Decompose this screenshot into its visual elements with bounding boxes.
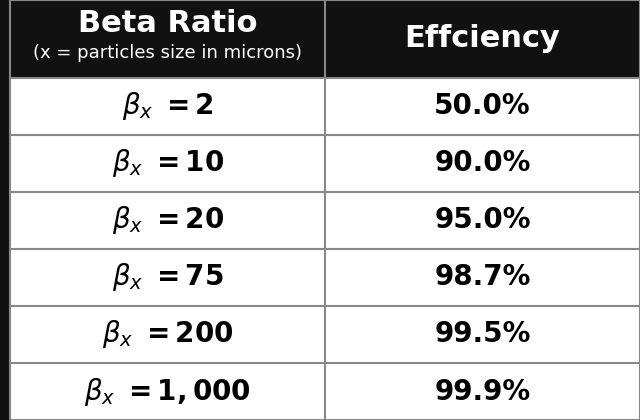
Text: $\beta_x$ $\mathbf{= 10}$: $\beta_x$ $\mathbf{= 10}$ [112,147,224,179]
Bar [325,0,640,78]
Text: Effciency: Effciency [404,24,561,53]
Text: 90.0%: 90.0% [435,149,531,177]
Text: 50.0%: 50.0% [435,92,531,120]
Bar [10,306,325,363]
Text: 99.5%: 99.5% [435,320,531,349]
Text: (x = particles size in microns): (x = particles size in microns) [33,44,302,62]
Text: 99.9%: 99.9% [435,378,531,406]
Bar [10,249,325,306]
Bar [10,135,325,192]
Bar [10,192,325,249]
Bar [325,135,640,192]
Bar [325,306,640,363]
Bar [325,363,640,420]
Bar [10,78,325,135]
Bar [10,0,325,78]
Text: 95.0%: 95.0% [435,206,531,234]
Text: Beta Ratio: Beta Ratio [78,9,258,38]
Bar [325,78,640,135]
Text: $\beta_x$ $\mathbf{= 20}$: $\beta_x$ $\mathbf{= 20}$ [112,205,224,236]
Text: 98.7%: 98.7% [435,263,531,291]
Bar [325,192,640,249]
Text: $\beta_x$ $\mathbf{= 75}$: $\beta_x$ $\mathbf{= 75}$ [112,261,224,294]
Bar [325,249,640,306]
Text: $\beta_x$ $\mathbf{= 1,000}$: $\beta_x$ $\mathbf{= 1,000}$ [84,375,252,407]
Text: $\beta_x$ $\mathbf{= 200}$: $\beta_x$ $\mathbf{= 200}$ [102,318,234,350]
Bar [10,363,325,420]
Text: $\beta_x$ $\mathbf{= 2}$: $\beta_x$ $\mathbf{= 2}$ [122,90,214,122]
